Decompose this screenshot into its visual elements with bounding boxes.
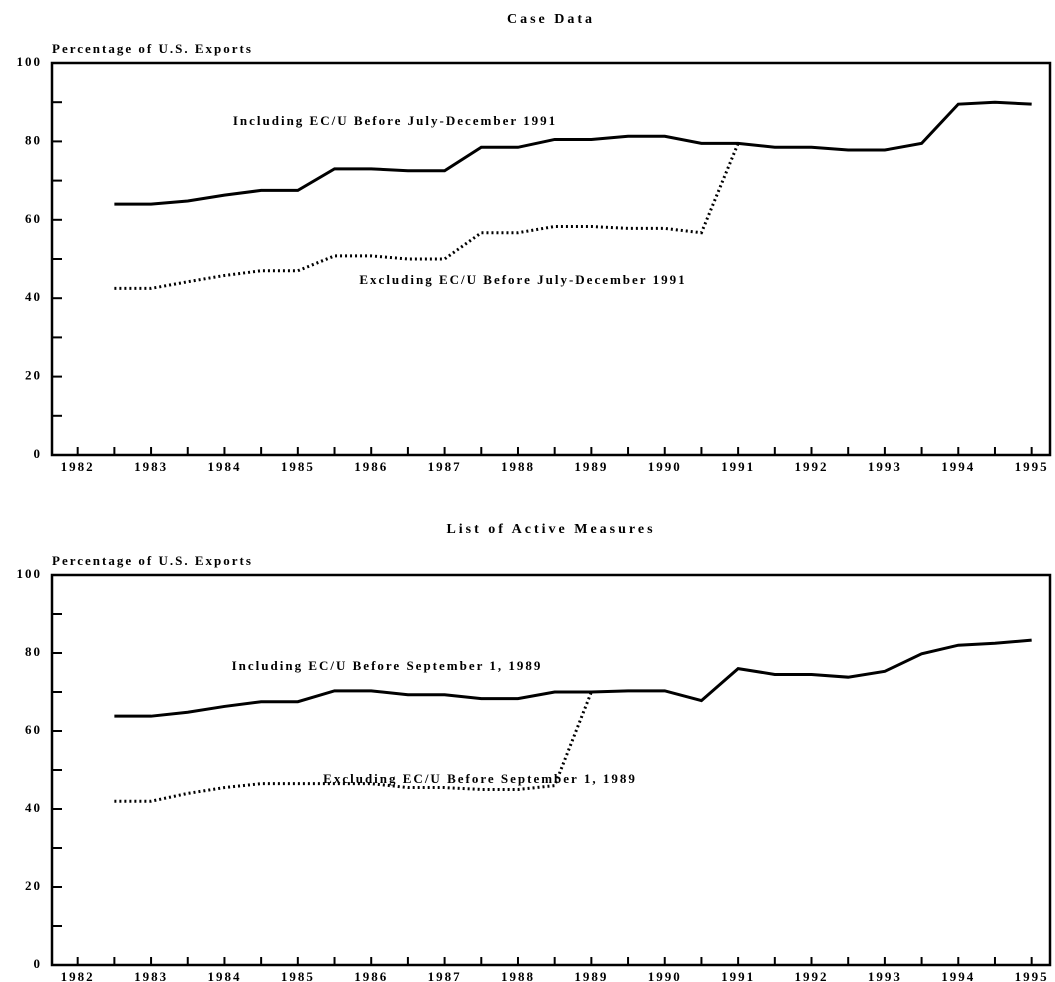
x-tick-label: 1993 <box>868 969 902 982</box>
chart-title: Case Data <box>507 12 595 27</box>
x-tick-label: 1985 <box>281 969 315 982</box>
y-tick-label: 0 <box>34 446 43 461</box>
series-label: Including EC/U Before July-December 1991 <box>233 113 557 128</box>
x-tick-label: 1990 <box>648 969 682 982</box>
y-axis-label: Percentage of U.S. Exports <box>52 41 253 56</box>
y-tick-label: 80 <box>25 644 42 659</box>
series-line <box>114 142 740 290</box>
x-tick-label: 1991 <box>721 969 755 982</box>
x-tick-label: 1985 <box>281 459 315 474</box>
series-label: Excluding EC/U Before July-December 1991 <box>359 272 686 287</box>
y-tick-label: 40 <box>25 289 42 304</box>
x-tick-label: 1987 <box>428 459 462 474</box>
y-tick-label: 0 <box>34 956 43 971</box>
x-tick-label: 1986 <box>354 969 388 982</box>
x-tick-label: 1988 <box>501 459 535 474</box>
x-tick-label: 1984 <box>207 459 241 474</box>
y-tick-label: 60 <box>25 722 42 737</box>
x-tick-label: 1992 <box>795 459 829 474</box>
x-tick-label: 1995 <box>1015 969 1049 982</box>
x-tick-label: 1994 <box>941 459 975 474</box>
x-tick-label: 1993 <box>868 459 902 474</box>
y-tick-label: 20 <box>25 368 42 383</box>
x-tick-label: 1983 <box>134 459 168 474</box>
y-tick-label: 20 <box>25 878 42 893</box>
x-tick-label: 1982 <box>61 459 95 474</box>
x-tick-label: 1990 <box>648 459 682 474</box>
x-tick-label: 1984 <box>207 969 241 982</box>
x-tick-label: 1983 <box>134 969 168 982</box>
x-tick-label: 1994 <box>941 969 975 982</box>
series-label: Including EC/U Before September 1, 1989 <box>232 658 543 673</box>
y-tick-label: 40 <box>25 800 42 815</box>
series-line <box>114 638 1032 718</box>
series-line <box>114 100 1032 206</box>
x-tick-label: 1987 <box>428 969 462 982</box>
x-tick-label: 1986 <box>354 459 388 474</box>
series-line <box>114 691 593 803</box>
x-tick-label: 1995 <box>1015 459 1049 474</box>
x-tick-label: 1989 <box>574 459 608 474</box>
x-tick-label: 1989 <box>574 969 608 982</box>
series-label: Excluding EC/U Before September 1, 1989 <box>323 771 637 786</box>
chart-title: List of Active Measures <box>446 522 655 537</box>
x-tick-label: 1992 <box>795 969 829 982</box>
y-tick-label: 100 <box>17 54 43 69</box>
y-tick-label: 60 <box>25 211 42 226</box>
x-tick-label: 1991 <box>721 459 755 474</box>
x-tick-label: 1988 <box>501 969 535 982</box>
y-axis-label: Percentage of U.S. Exports <box>52 553 253 568</box>
x-tick-label: 1982 <box>61 969 95 982</box>
y-tick-label: 80 <box>25 132 42 147</box>
y-tick-label: 100 <box>17 566 43 581</box>
